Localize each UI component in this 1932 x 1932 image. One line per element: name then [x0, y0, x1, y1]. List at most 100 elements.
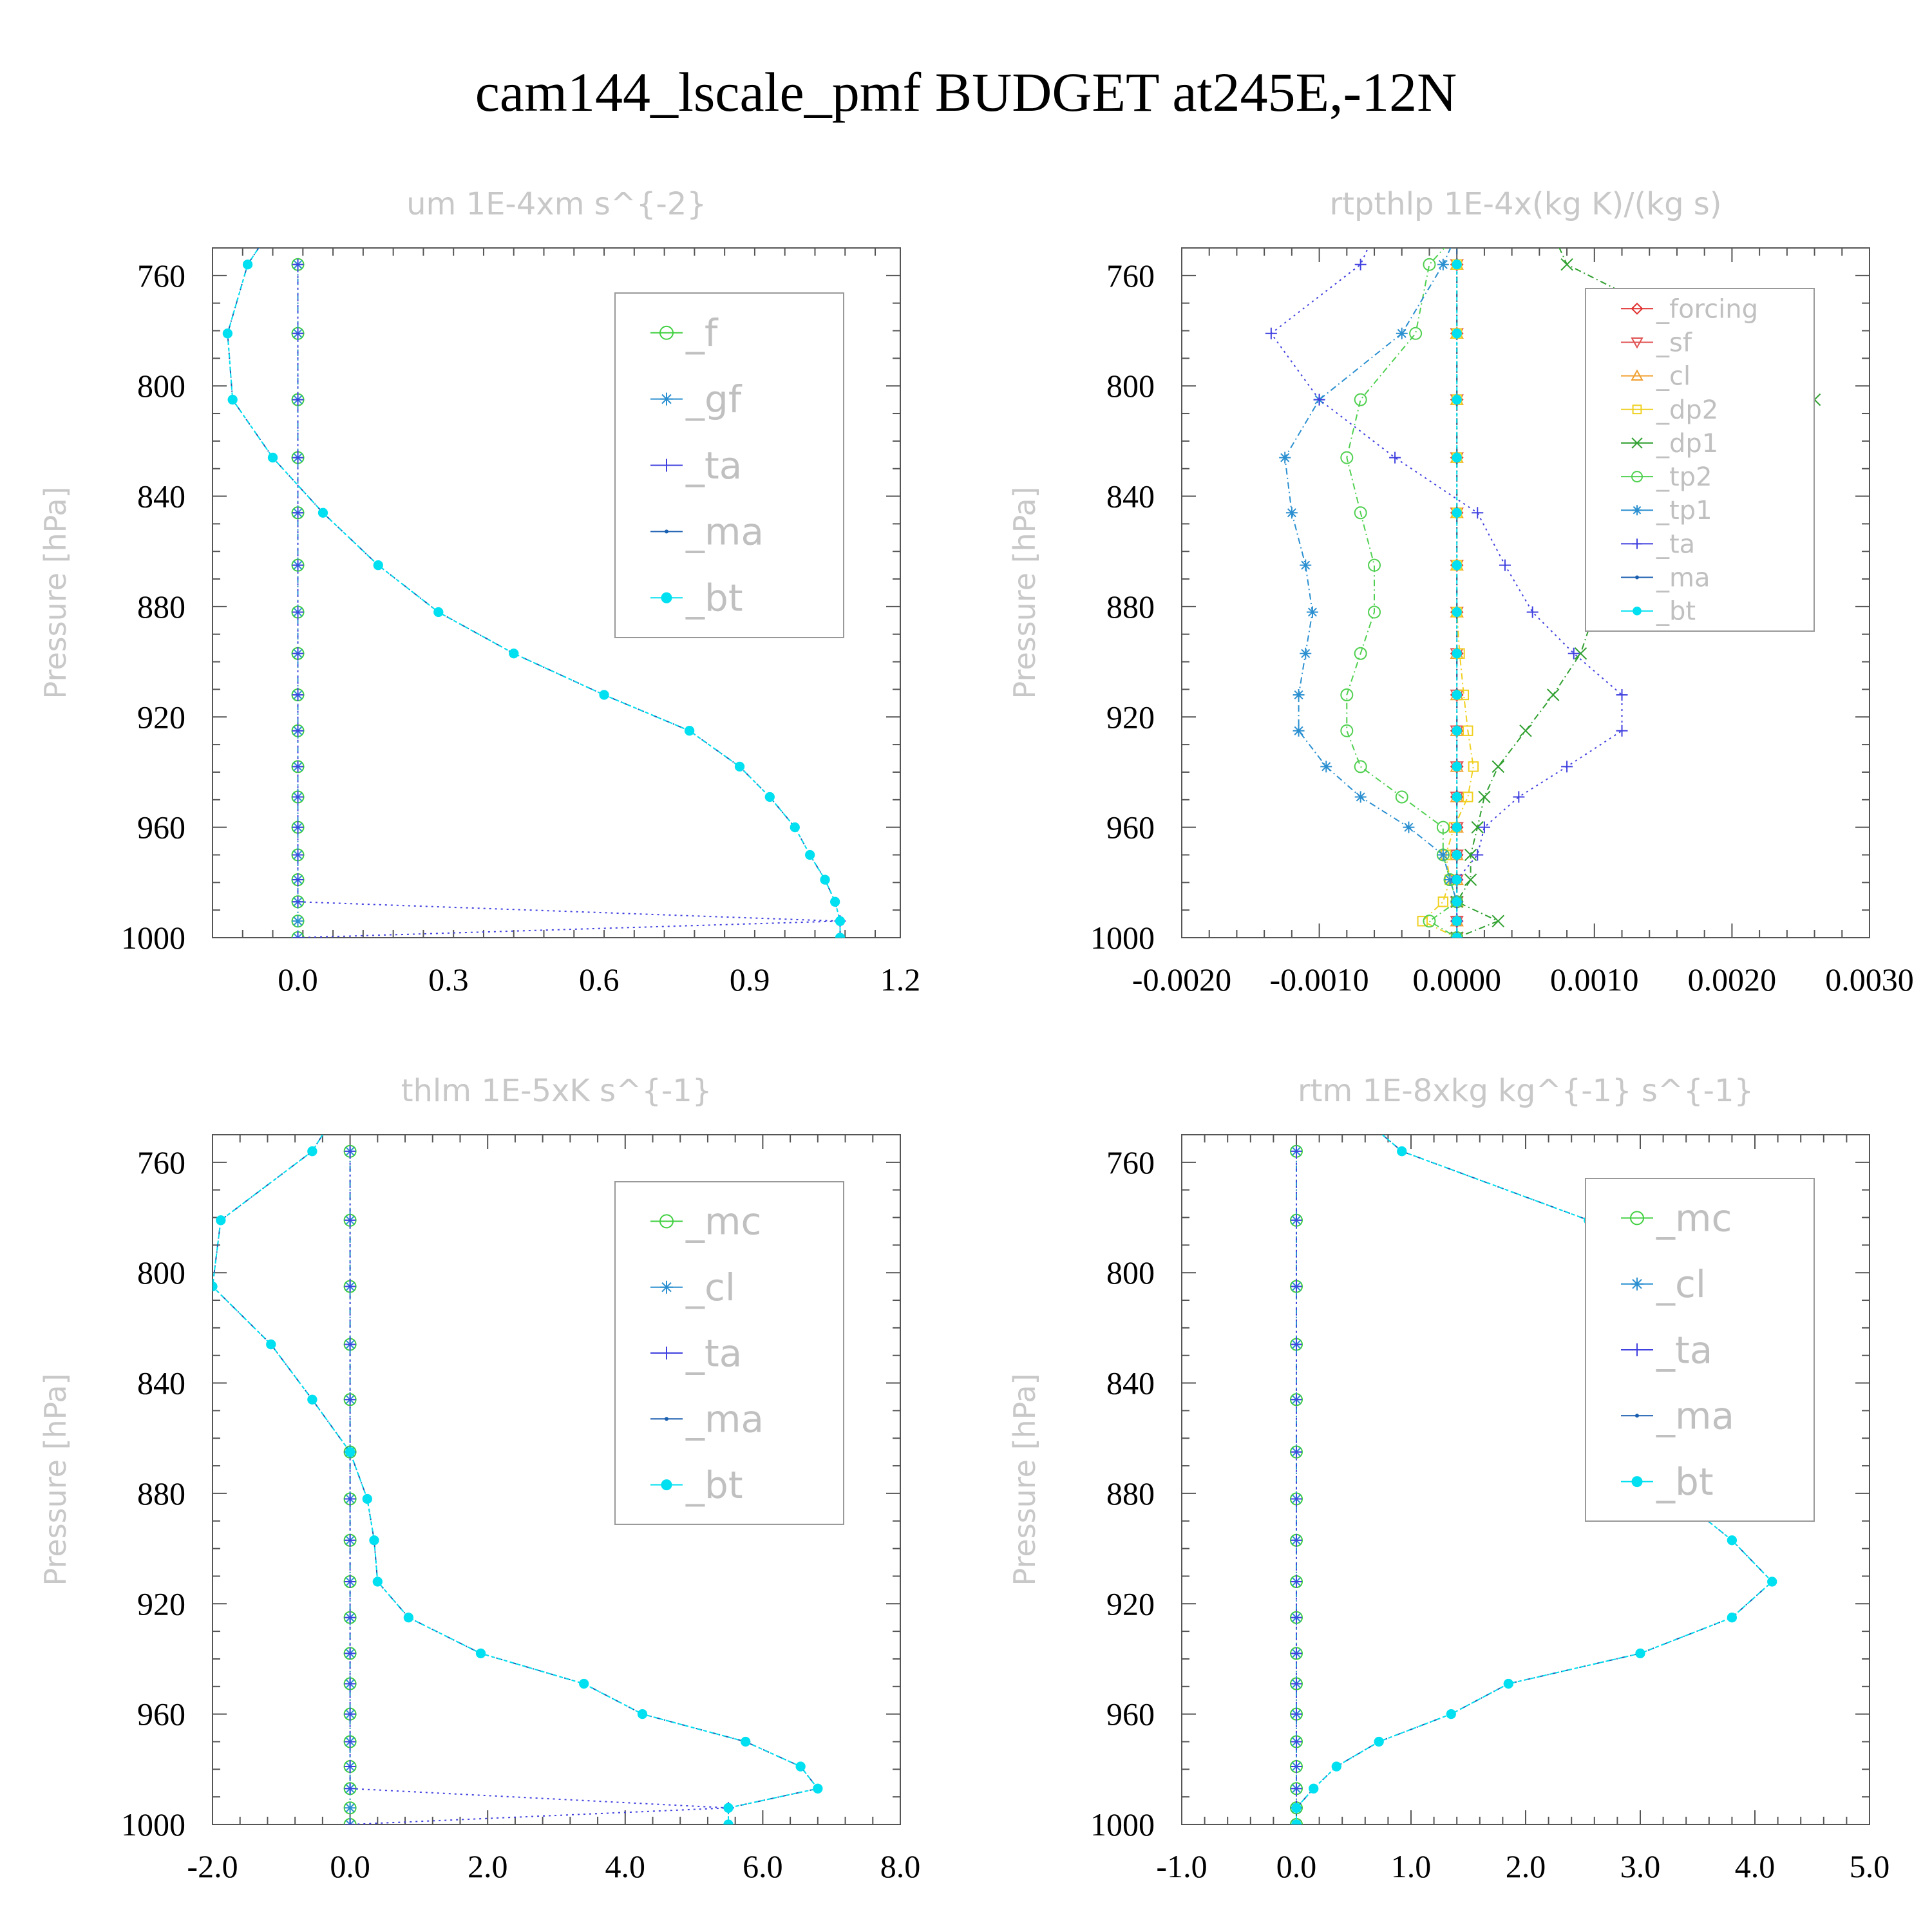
- data-point: [372, 1577, 383, 1587]
- data-point: [1368, 558, 1381, 572]
- data-point: [1300, 647, 1312, 659]
- data-point: [242, 260, 253, 270]
- data-point: [1452, 726, 1462, 736]
- y-axis-label: Pressure [hPa]: [1007, 487, 1042, 699]
- data-point: [1423, 258, 1436, 271]
- data-point: [344, 1736, 356, 1748]
- data-point: [835, 916, 846, 926]
- legend-marker: [665, 1417, 668, 1421]
- plot-frame: [1181, 247, 1870, 938]
- legend-label: _cl: [685, 1265, 735, 1309]
- legend-label: _mc: [1656, 1197, 1732, 1240]
- series-line: [1346, 248, 1458, 938]
- legend-item: _bt: [650, 576, 743, 620]
- legend-label: _ta: [685, 1331, 742, 1375]
- data-point: [292, 724, 304, 737]
- data-point: [1291, 1736, 1302, 1748]
- data-point: [344, 1534, 356, 1546]
- data-point: [805, 849, 815, 860]
- data-point: [1437, 258, 1449, 270]
- legend-label: _bt: [685, 1463, 743, 1507]
- legend-label: _cl: [1656, 362, 1690, 392]
- data-point: [1354, 647, 1367, 660]
- y-tick-label: 960: [1106, 810, 1155, 846]
- data-point: [267, 452, 278, 463]
- data-point: [1452, 791, 1462, 802]
- y-axis-label: Pressure [hPa]: [1007, 1374, 1042, 1586]
- data-point: [292, 559, 304, 571]
- x-tick-label: 0.9: [730, 961, 770, 998]
- series-bt: [222, 248, 846, 938]
- data-point: [1354, 760, 1367, 773]
- data-point: [216, 1215, 226, 1226]
- y-tick-label: 880: [137, 1475, 185, 1511]
- data-point: [292, 761, 304, 773]
- data-point: [344, 1783, 356, 1795]
- y-tick-label: 1000: [1090, 920, 1155, 956]
- legend-box: [1585, 288, 1815, 632]
- legend-label: _bt: [1656, 597, 1696, 627]
- data-point: [292, 896, 304, 908]
- data-point: [1452, 649, 1462, 659]
- panel-title: rtm 1E-8xkg kg^{-1} s^{-1}: [1298, 1073, 1754, 1109]
- legend-marker: [665, 529, 668, 534]
- data-point: [1291, 1783, 1302, 1795]
- series-bt: [213, 1135, 823, 1824]
- panels: um 1E-4xm s^{-2} Pressure [hPa] 760 800 840 8…: [38, 186, 1914, 1884]
- y-tick-label: 840: [137, 478, 185, 515]
- data-point: [292, 932, 304, 938]
- data-point: [1727, 1535, 1738, 1546]
- legend-label: _dp2: [1656, 395, 1718, 425]
- data-point: [292, 791, 304, 803]
- data-point: [1417, 916, 1428, 927]
- y-tick-label: 760: [1106, 1144, 1155, 1180]
- data-point: [1389, 451, 1401, 464]
- chart-panel-2: rtpthlp 1E-4x(kg K)/(kg s) Pressure [hPa]…: [1007, 186, 1914, 998]
- x-tick-label: 0.0: [330, 1848, 370, 1884]
- y-tick-label: 960: [137, 810, 185, 846]
- x-tick-label: 2.0: [468, 1848, 508, 1884]
- data-point: [1727, 1613, 1738, 1623]
- x-tick-label: 6.0: [743, 1848, 783, 1884]
- data-point: [684, 726, 695, 736]
- legend-marker: [1631, 437, 1643, 449]
- data-point: [1291, 1145, 1302, 1157]
- data-point: [1291, 1611, 1302, 1624]
- data-point: [1331, 1761, 1341, 1772]
- y-tick-label: 800: [137, 368, 185, 404]
- legend-marker: [661, 1479, 672, 1491]
- data-point: [1291, 1647, 1302, 1660]
- x-tick-label: 0.0: [278, 961, 318, 998]
- legend-marker: [1630, 1211, 1644, 1226]
- data-point: [830, 896, 840, 907]
- legend-marker: [1631, 369, 1643, 381]
- data-point: [344, 1647, 356, 1660]
- data-point: [227, 394, 238, 405]
- data-point: [820, 875, 830, 885]
- data-point: [1452, 507, 1462, 518]
- legend-item: _mc: [650, 1200, 761, 1244]
- data-point: [1291, 1493, 1302, 1505]
- data-point: [1265, 327, 1277, 339]
- data-point: [1452, 690, 1462, 700]
- legend-label: _cl: [1656, 1262, 1706, 1306]
- data-point: [1291, 1280, 1302, 1293]
- legend-marker: [660, 392, 673, 406]
- data-point: [835, 933, 846, 938]
- data-point: [344, 1394, 356, 1406]
- data-point: [1471, 820, 1484, 834]
- series-group: [222, 248, 846, 938]
- data-point: [344, 1708, 356, 1720]
- data-point: [1395, 790, 1408, 804]
- y-tick-label: 880: [1106, 1475, 1155, 1511]
- legend-label: _ma: [685, 510, 764, 554]
- data-point: [1567, 647, 1580, 659]
- data-point: [344, 1145, 356, 1157]
- data-point: [1452, 822, 1462, 833]
- y-tick-label: 840: [137, 1365, 185, 1401]
- data-point: [292, 874, 304, 886]
- data-point: [1452, 896, 1462, 907]
- y-axis-label: Pressure [hPa]: [38, 487, 73, 699]
- data-point: [1320, 761, 1332, 773]
